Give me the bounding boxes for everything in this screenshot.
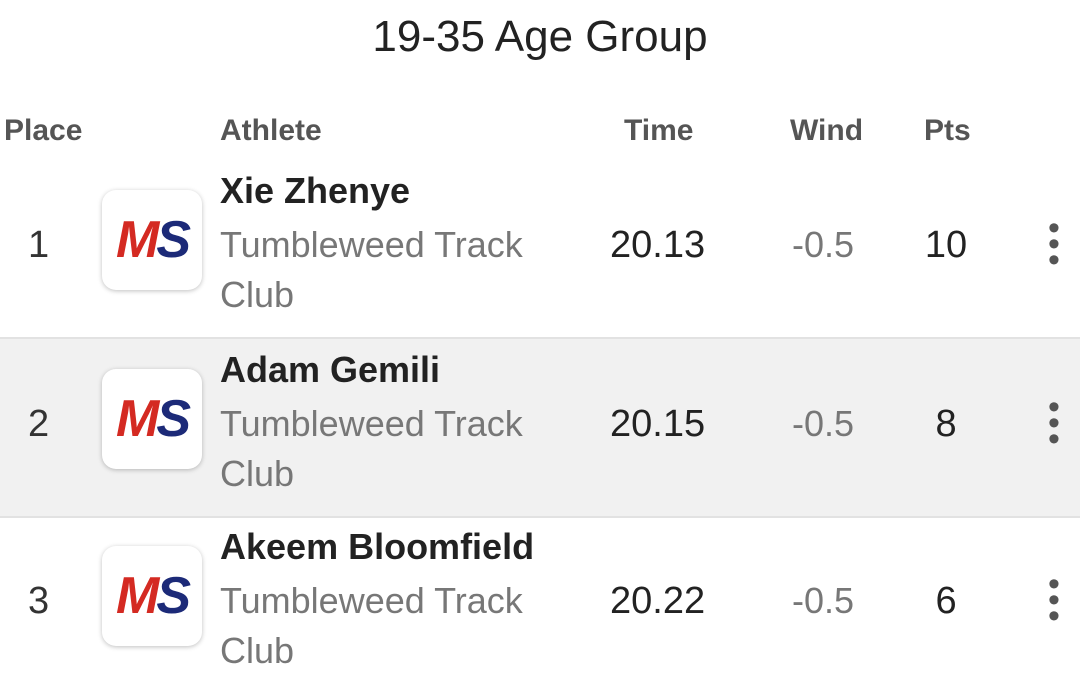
header-time: Time xyxy=(624,114,694,147)
athlete-name[interactable]: Xie Zhenye xyxy=(220,170,411,211)
time: 20.22 xyxy=(610,580,706,622)
more-vertical-icon[interactable]: • • • xyxy=(1048,388,1060,458)
wind: -0.5 xyxy=(792,580,855,621)
athlete-club: Tumbleweed Track Club xyxy=(220,403,523,494)
time: 20.13 xyxy=(610,224,706,266)
wind: -0.5 xyxy=(792,403,855,444)
place: 3 xyxy=(28,580,50,622)
place: 2 xyxy=(28,403,50,445)
header-wind: Wind xyxy=(790,114,864,147)
place: 1 xyxy=(28,224,50,266)
page-title: 19-35 Age Group xyxy=(372,12,708,61)
athlete-club: Tumbleweed Track Club xyxy=(220,224,523,315)
more-vertical-icon[interactable]: • • • xyxy=(1048,209,1060,279)
header-pts: Pts xyxy=(924,114,971,147)
athlete-name[interactable]: Adam Gemili xyxy=(220,349,441,390)
more-vertical-icon[interactable]: • • • xyxy=(1048,565,1060,635)
header-place: Place xyxy=(4,114,83,147)
time: 20.15 xyxy=(610,403,706,445)
wind: -0.5 xyxy=(792,224,855,265)
athlete-club: Tumbleweed Track Club xyxy=(220,580,523,671)
header-athlete: Athlete xyxy=(220,114,322,147)
athlete-name[interactable]: Akeem Bloomfield xyxy=(220,526,535,567)
